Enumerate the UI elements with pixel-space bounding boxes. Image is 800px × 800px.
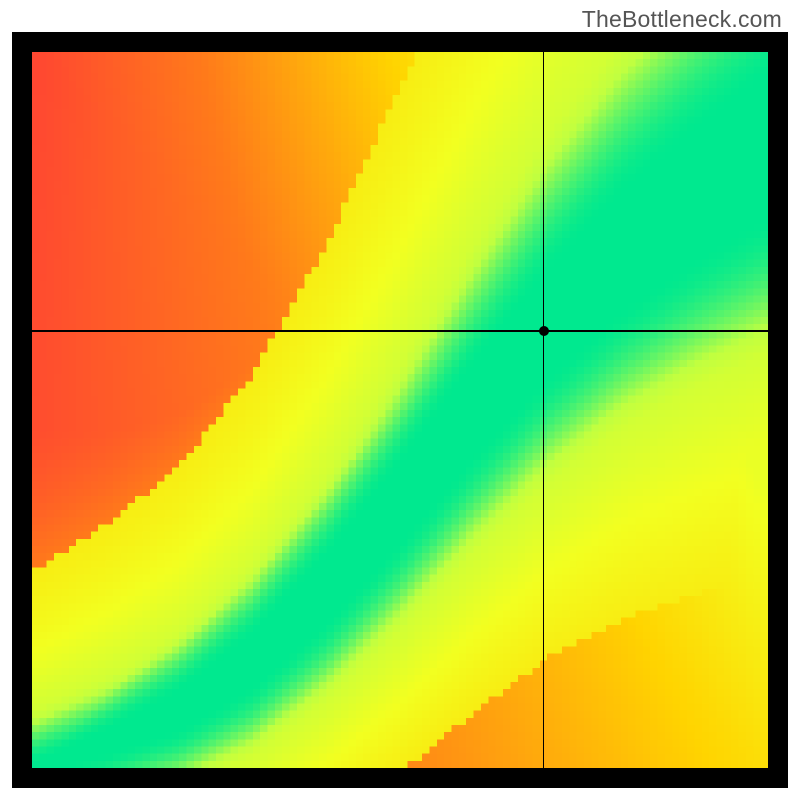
crosshair-vertical bbox=[543, 52, 545, 768]
chart-outer-frame bbox=[12, 32, 788, 788]
crosshair-horizontal bbox=[32, 330, 768, 332]
watermark-text: TheBottleneck.com bbox=[582, 6, 782, 33]
intersection-marker bbox=[539, 326, 549, 336]
bottleneck-heatmap bbox=[32, 52, 768, 768]
